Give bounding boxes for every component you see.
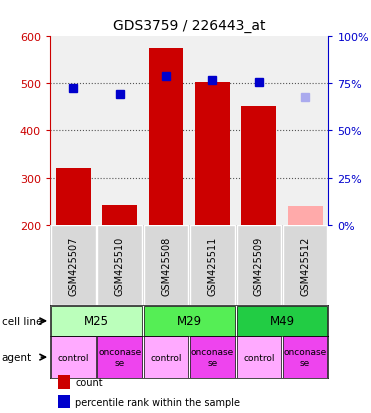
- Text: GSM425507: GSM425507: [68, 236, 78, 295]
- Bar: [190, 225, 234, 306]
- Text: control: control: [150, 353, 182, 362]
- Bar: [288, 206, 322, 225]
- Text: percentile rank within the sample: percentile rank within the sample: [75, 397, 240, 407]
- Text: onconase
se: onconase se: [191, 348, 234, 367]
- Bar: [144, 337, 188, 378]
- Text: M49: M49: [269, 315, 295, 328]
- Bar: [242, 107, 276, 225]
- Bar: [144, 306, 234, 336]
- Text: onconase
se: onconase se: [283, 348, 327, 367]
- Bar: [237, 337, 281, 378]
- Bar: [149, 49, 183, 225]
- Bar: [283, 225, 327, 306]
- Title: GDS3759 / 226443_at: GDS3759 / 226443_at: [113, 19, 266, 33]
- Bar: [283, 337, 327, 378]
- Bar: [190, 337, 234, 378]
- Text: GSM425508: GSM425508: [161, 236, 171, 295]
- Bar: [51, 225, 96, 306]
- Text: M29: M29: [177, 315, 202, 328]
- Text: GSM425511: GSM425511: [207, 236, 217, 295]
- Bar: [237, 225, 281, 306]
- Bar: [237, 306, 328, 336]
- Bar: [144, 225, 188, 306]
- Bar: [51, 306, 142, 336]
- Bar: [98, 337, 142, 378]
- Text: agent: agent: [2, 352, 32, 362]
- Text: GSM425512: GSM425512: [300, 236, 310, 295]
- Text: GSM425510: GSM425510: [115, 236, 125, 295]
- Text: cell line: cell line: [2, 316, 42, 326]
- Bar: [51, 337, 96, 378]
- Text: GSM425509: GSM425509: [254, 236, 264, 295]
- Bar: [98, 225, 142, 306]
- Text: control: control: [58, 353, 89, 362]
- Text: control: control: [243, 353, 275, 362]
- Text: onconase
se: onconase se: [98, 348, 141, 367]
- Text: M25: M25: [84, 315, 109, 328]
- Bar: [102, 205, 137, 225]
- Bar: [56, 169, 91, 225]
- Bar: [195, 83, 230, 225]
- Text: count: count: [75, 377, 103, 387]
